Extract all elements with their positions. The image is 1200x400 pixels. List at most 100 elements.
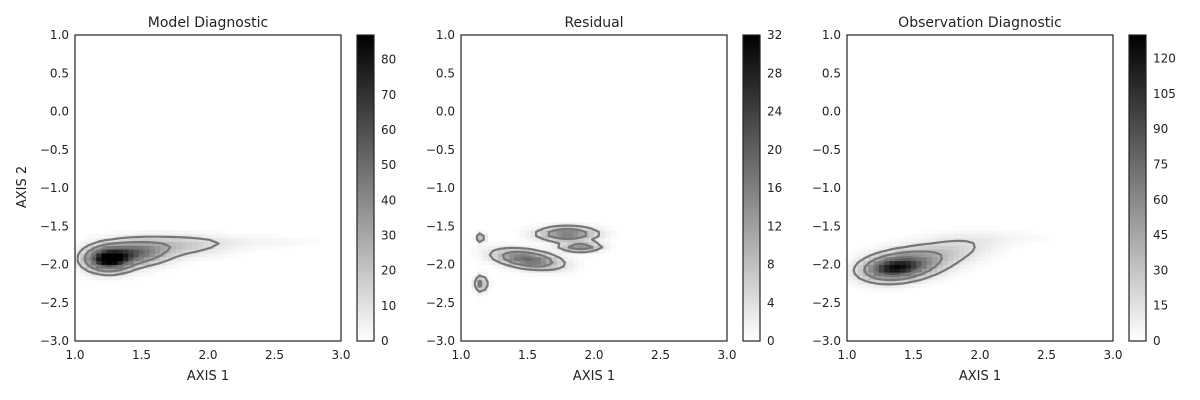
heatmap-cell [1006, 249, 1013, 254]
heatmap-cell [149, 237, 156, 242]
heatmap-cell [995, 237, 1002, 242]
heatmap-cell [964, 249, 970, 254]
heatmap-cell [572, 264, 579, 269]
heatmap-cell [1043, 233, 1050, 239]
heatmap-cell [503, 253, 510, 258]
heatmap-cell [905, 283, 912, 288]
y-tick-label: 0.5 [50, 66, 69, 80]
heatmap-cell [535, 237, 542, 242]
heatmap-cell [948, 237, 954, 242]
heatmap-cell [133, 237, 140, 242]
heatmap-cell [889, 272, 896, 277]
heatmap-cell [894, 256, 901, 262]
heatmap-cell [873, 287, 880, 292]
heatmap-cell [873, 245, 880, 250]
heatmap-cell [562, 256, 568, 262]
heatmap-cell [921, 264, 928, 269]
heatmap-cell [229, 245, 235, 250]
heatmap-cell [223, 253, 230, 258]
heatmap-cell [878, 268, 885, 273]
heatmap-cell [133, 230, 140, 235]
x-tick-label: 2.5 [651, 348, 670, 362]
heatmap-cell [889, 237, 896, 242]
heatmap-cell [112, 253, 118, 258]
heatmap-cell [567, 230, 574, 235]
heatmap-cell [868, 249, 874, 254]
heatmap-cell [122, 268, 129, 273]
heatmap-cell [847, 279, 853, 285]
heatmap-cell [567, 253, 574, 258]
heatmap-cell [562, 268, 568, 273]
colorbar-tick-label: 30 [1153, 263, 1168, 277]
heatmap-cell [170, 230, 177, 235]
heatmap-cell [1006, 241, 1013, 246]
heatmap-cell [535, 241, 542, 246]
heatmap-cell [503, 260, 510, 265]
heatmap-cell [556, 260, 563, 265]
heatmap-cell [905, 287, 912, 292]
heatmap-cell [482, 233, 488, 239]
x-tick-label: 1.0 [451, 348, 470, 362]
heatmap-cell [482, 237, 488, 242]
heatmap-cell [884, 245, 890, 250]
heatmap-cell [551, 256, 558, 262]
heatmap-cell [980, 233, 986, 239]
heatmap-cell [578, 268, 584, 273]
heatmap-cell [942, 272, 949, 277]
heatmap-cell [535, 226, 542, 231]
heatmap-cell [160, 268, 166, 273]
heatmap-cell [953, 272, 960, 277]
heatmap-cell [969, 256, 976, 262]
heatmap-cell [578, 260, 584, 265]
heatmap-cell [170, 249, 177, 254]
heatmap-cell [905, 253, 912, 258]
heatmap-cell [958, 260, 965, 265]
heatmap-cell [969, 226, 976, 231]
heatmap-cell [149, 245, 156, 250]
heatmap-cell [293, 241, 299, 246]
heatmap-cell [604, 245, 611, 250]
heatmap-cell [261, 241, 267, 246]
heatmap-cell [572, 222, 579, 227]
heatmap-cell [551, 260, 558, 265]
heatmap-cell [540, 245, 547, 250]
heatmap-cell [144, 260, 150, 265]
heatmap-cell [90, 249, 97, 254]
heatmap-cell [122, 253, 129, 258]
heatmap-cell [551, 222, 558, 227]
heatmap-cell [101, 275, 108, 281]
heatmap-cell [948, 249, 954, 254]
heatmap-cell [868, 260, 874, 265]
heatmap-cell [85, 233, 92, 239]
heatmap-cell [309, 241, 315, 246]
heatmap-cell [160, 249, 166, 254]
heatmap-cell [514, 233, 520, 239]
heatmap-cell [546, 222, 552, 227]
heatmap-cell [530, 222, 536, 227]
heatmap-cell [985, 230, 992, 235]
heatmap-cell [482, 279, 488, 285]
heatmap-cell [1033, 233, 1039, 239]
y-tick-label: 1.0 [436, 28, 455, 42]
heatmap-cell [905, 260, 912, 265]
heatmap-cell [958, 253, 965, 258]
heatmap-cell [609, 226, 616, 231]
heatmap-cell [900, 253, 906, 258]
heatmap-cell [980, 241, 986, 246]
heatmap-cell [1043, 237, 1050, 242]
heatmap-cell [974, 226, 981, 231]
heatmap-cell [128, 230, 134, 235]
heatmap-cell [138, 237, 145, 242]
heatmap-cell [498, 253, 504, 258]
heatmap-cell [75, 272, 81, 277]
heatmap-cell [852, 256, 859, 262]
heatmap-cell [953, 275, 960, 281]
heatmap-cell [85, 253, 92, 258]
heatmap-cell [202, 245, 209, 250]
heatmap-cell [916, 275, 922, 281]
heatmap-cell [980, 260, 986, 265]
heatmap-cell [980, 249, 986, 254]
heatmap-cell [985, 237, 992, 242]
heatmap-cell [1027, 233, 1034, 239]
heatmap-cell [847, 272, 853, 277]
